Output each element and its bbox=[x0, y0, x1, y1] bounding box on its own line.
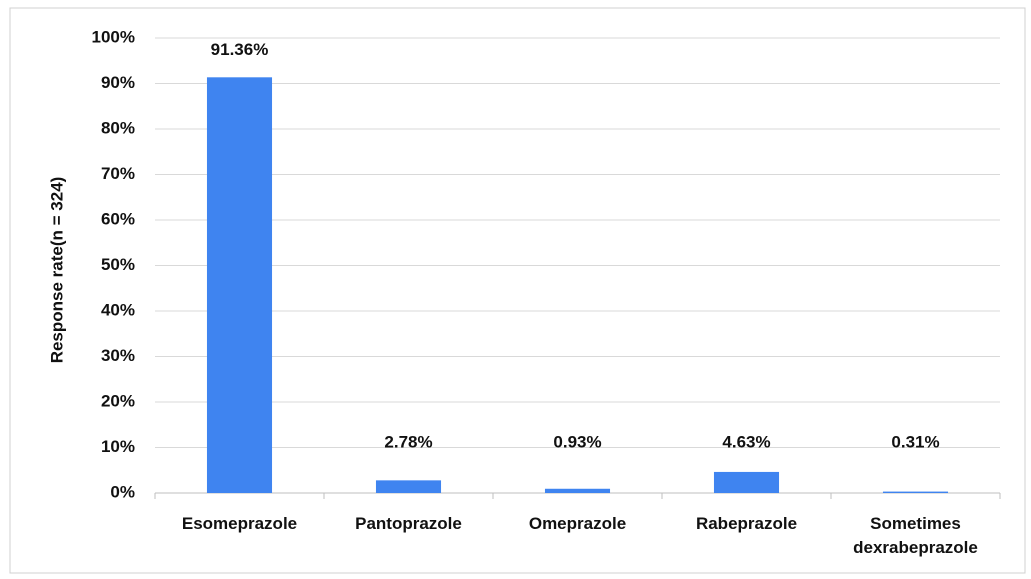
y-tick-label: 10% bbox=[101, 437, 135, 456]
y-tick-label: 60% bbox=[101, 209, 135, 228]
y-tick-label: 100% bbox=[92, 27, 135, 46]
value-label: 0.93% bbox=[553, 432, 601, 451]
x-tick-label: Pantoprazole bbox=[355, 514, 462, 533]
y-tick-label: 70% bbox=[101, 164, 135, 183]
x-tick-label: Sometimes dexrabeprazole bbox=[853, 514, 978, 557]
bar bbox=[206, 77, 273, 493]
y-tick-label: 30% bbox=[101, 346, 135, 365]
y-tick-label: 20% bbox=[101, 391, 135, 410]
bar bbox=[544, 488, 611, 493]
chart-border bbox=[9, 7, 1026, 574]
x-tick-label: Rabeprazole bbox=[695, 514, 798, 533]
bar bbox=[713, 471, 780, 493]
y-axis-title: Response rate(n = 324) bbox=[47, 177, 66, 364]
x-tick-label: Omeprazole bbox=[528, 514, 627, 533]
value-label: 0.31% bbox=[891, 432, 939, 451]
bar bbox=[882, 491, 949, 493]
y-tick-label: 40% bbox=[101, 300, 135, 319]
x-tick-label: Esomeprazole bbox=[181, 514, 298, 533]
y-tick-label: 90% bbox=[101, 73, 135, 92]
value-label: 2.78% bbox=[384, 432, 432, 451]
value-label: 91.36% bbox=[211, 40, 269, 59]
y-tick-label: 0% bbox=[110, 482, 135, 501]
y-tick-label: 80% bbox=[101, 118, 135, 137]
y-tick-label: 50% bbox=[101, 255, 135, 274]
bar bbox=[375, 480, 442, 493]
value-label: 4.63% bbox=[722, 432, 770, 451]
